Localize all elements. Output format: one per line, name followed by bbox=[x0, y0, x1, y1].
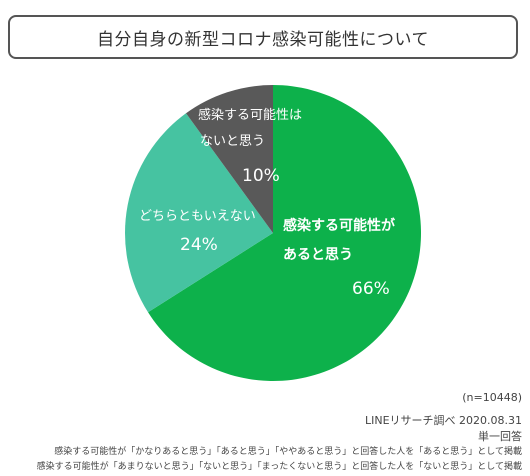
slice-value-unlikely: 10% bbox=[242, 166, 280, 186]
sample-size: (n=10448) bbox=[462, 391, 522, 404]
pie-slice-unsure bbox=[125, 113, 273, 313]
slice-label-likely-line2: あると思う bbox=[283, 247, 353, 263]
slice-label-unsure: どちらともいえない bbox=[139, 209, 256, 224]
chart-title: 自分自身の新型コロナ感染可能性について bbox=[8, 15, 518, 59]
source-note: LINEリサーチ調べ 2020.08.31 bbox=[364, 414, 522, 427]
slice-value-likely: 66% bbox=[352, 279, 390, 299]
slice-value-unsure: 24% bbox=[180, 235, 218, 255]
pie-slice-likely bbox=[148, 85, 422, 381]
slice-label-unlikely-line2: ないと思う bbox=[200, 134, 266, 149]
pie-slice-unlikely bbox=[186, 85, 273, 233]
answer-type: 単一回答 bbox=[478, 430, 522, 443]
slice-label-likely-line1: 感染する可能性が bbox=[283, 218, 395, 234]
footnote-1: 感染する可能性が「かなりあると思う」「あると思う」「ややあると思う」と回答した人… bbox=[54, 447, 522, 457]
footnote-2: 感染する可能性が「あまりないと思う」「ないと思う」「まったくないと思う」と回答し… bbox=[36, 462, 522, 472]
slice-label-unlikely-line1: 感染する可能性は bbox=[198, 108, 303, 123]
